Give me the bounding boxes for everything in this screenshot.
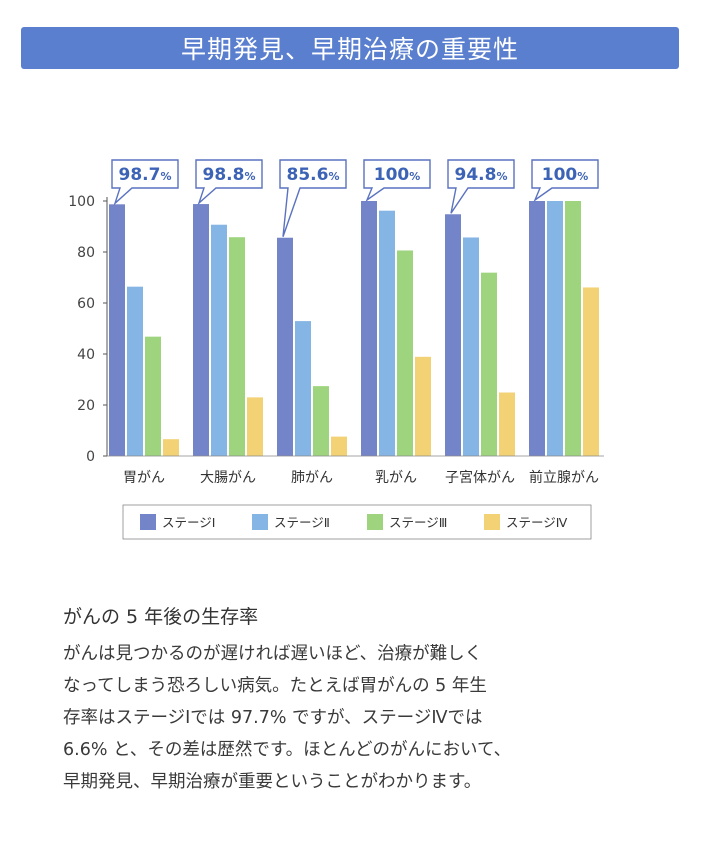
bar: [463, 237, 479, 456]
category-label: 前立腺がん: [529, 469, 599, 486]
legend-label: ステージⅡ: [274, 515, 330, 530]
category-label: 大腸がん: [200, 470, 256, 486]
bar: [583, 287, 599, 456]
callout-value: 100%: [374, 165, 421, 185]
bar: [361, 201, 377, 456]
article-section: がんの 5 年後の生存率 がんは見つかるのが遅ければ遅いほど、治療が難しく なっ…: [63, 602, 663, 798]
bar: [145, 336, 161, 456]
y-tick-label: 20: [77, 398, 95, 414]
legend-label: ステージⅢ: [389, 515, 447, 530]
bar: [277, 237, 293, 456]
bar: [313, 386, 329, 456]
bar: [499, 392, 515, 456]
legend-box: [122, 504, 592, 540]
legend-swatch: [252, 514, 268, 530]
callout-box: [447, 159, 515, 214]
title-banner: 早期発見、早期治療の重要性: [21, 27, 679, 69]
bar: [331, 436, 347, 456]
bar: [397, 250, 413, 456]
callout-box: [531, 159, 599, 202]
bar: [565, 201, 581, 456]
callout-box: [279, 159, 347, 237]
category-label: 肺がん: [291, 470, 333, 486]
legend-swatch: [484, 514, 500, 530]
bar: [415, 356, 431, 456]
callout-box: [363, 159, 431, 202]
bar: [127, 286, 143, 456]
article-line-4: 6.6% と、その差は歴然です。ほとんどのがんにおいて、: [63, 740, 512, 760]
y-tick-label: 80: [77, 245, 95, 261]
page-title: 早期発見、早期治療の重要性: [180, 35, 519, 64]
bar: [547, 201, 563, 456]
bar: [529, 201, 545, 456]
callout-value: 98.8%: [203, 165, 256, 185]
bar: [109, 204, 125, 456]
legend-swatch: [140, 514, 156, 530]
callout-value: 85.6%: [287, 165, 340, 185]
callout-value: 100%: [542, 165, 589, 185]
category-label: 乳がん: [375, 470, 417, 486]
category-label: 子宮体がん: [445, 470, 515, 486]
callout-box: [111, 159, 179, 206]
callout-value: 98.7%: [119, 165, 172, 185]
y-tick-label: 60: [77, 296, 95, 312]
legend-swatch: [367, 514, 383, 530]
bar: [295, 321, 311, 456]
category-label: 胃がん: [123, 470, 165, 486]
y-tick-label: 100: [68, 194, 95, 210]
bar: [211, 224, 227, 456]
bar: [445, 214, 461, 456]
legend-label: ステージⅠ: [162, 515, 215, 530]
bar: [163, 439, 179, 456]
survival-rate-chart: 0 20 40 60 80 100 胃がん 大腸がん 肺がん 乳がん 子宮体がん 前立腺がん 98.7%…: [68, 159, 604, 540]
article-line-1: がんは見つかるのが遅ければ遅いほど、治療が難しく: [63, 644, 483, 664]
bar: [193, 204, 209, 456]
callout-box: [195, 159, 263, 206]
article-subheading: がんの 5 年後の生存率: [63, 606, 259, 628]
y-tick-label: 0: [86, 449, 95, 465]
legend-label: ステージⅣ: [506, 515, 568, 530]
callout-value: 94.8%: [455, 165, 508, 185]
article-line-3: 存率はステージⅠでは 97.7% ですが、ステージⅣでは: [63, 708, 483, 728]
bar: [379, 210, 395, 456]
bar: [481, 272, 497, 456]
bar: [229, 237, 245, 456]
article-line-2: なってしまう恐ろしい病気。たとえば胃がんの 5 年生: [63, 676, 487, 696]
bar: [247, 397, 263, 456]
y-tick-label: 40: [77, 347, 95, 363]
article-line-5: 早期発見、早期治療が重要ということがわかります。: [63, 772, 482, 792]
